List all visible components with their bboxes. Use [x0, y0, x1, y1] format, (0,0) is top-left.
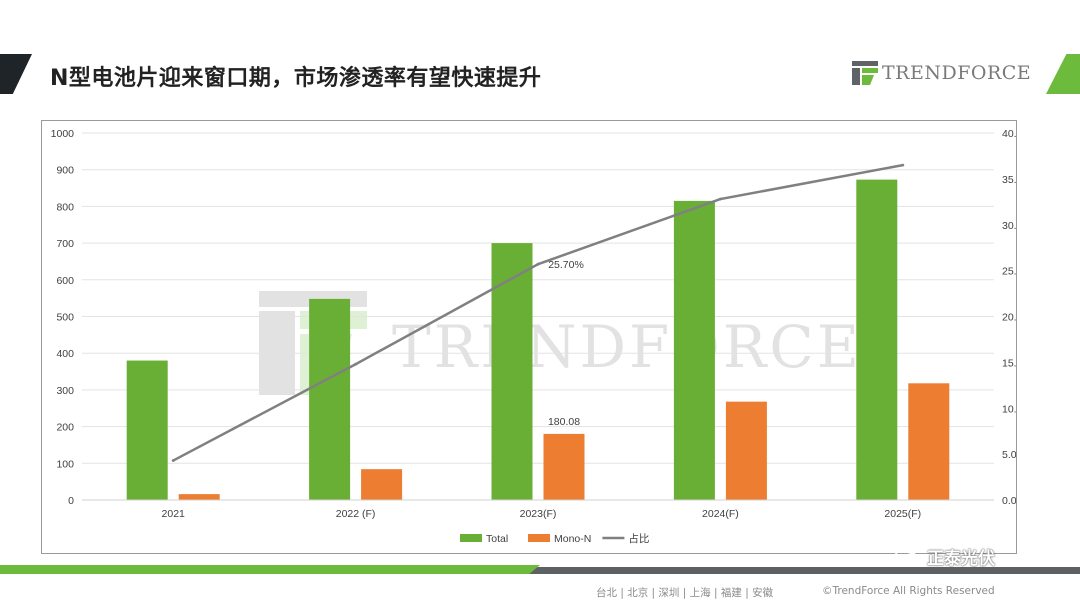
footer-band — [0, 567, 1080, 574]
trendforce-logo: TRENDFORCE — [852, 60, 1031, 86]
legend-item-share: 占比 — [602, 532, 649, 545]
y-tick-label: 700 — [56, 238, 74, 250]
line-point-2021 — [171, 459, 175, 462]
y2-tick-label: 15.00% — [1002, 357, 1016, 369]
y2-tick-label: 35.00% — [1002, 174, 1016, 186]
x-tick-label: 2022 (F) — [336, 508, 376, 520]
legend-swatch — [528, 534, 550, 542]
y-tick-label: 0 — [68, 495, 74, 507]
bar-mono-n-2022-f — [361, 469, 403, 500]
y2-tick-label: 25.00% — [1002, 266, 1016, 278]
data-label: 25.70% — [548, 259, 584, 271]
bar-total-2023-f — [491, 243, 533, 500]
y-tick-label: 600 — [56, 275, 74, 287]
trendforce-logo-text: TRENDFORCE — [882, 62, 1032, 84]
bar-total-2021 — [126, 360, 168, 500]
line-point-2025-f — [901, 163, 905, 167]
y-tick-label: 900 — [56, 165, 74, 177]
page-title: N型电池片迎来窗口期，市场渗透率有望快速提升 — [50, 66, 542, 91]
line-point-2022-f — [354, 362, 357, 366]
office-cities: 台北 | 北京 | 深圳 | 上海 | 福建 | 安徽 — [596, 587, 774, 599]
legend-item-total: Total — [460, 533, 508, 545]
line-point-2024-f — [719, 197, 722, 201]
line-point-2023-f — [536, 262, 540, 266]
bar-mono-n-2023-f — [543, 433, 585, 500]
legend-item-mono-n: Mono-N — [528, 533, 591, 545]
svg-text:TRENDFORCE: TRENDFORCE — [392, 313, 862, 381]
y2-tick-label: 0.00% — [1002, 495, 1016, 507]
legend-swatch — [460, 534, 482, 542]
data-label: 180.08 — [548, 416, 580, 428]
chart-container: TRENDFORCE 180.08 25.70% 0 100 200 300 400 500… — [41, 120, 1017, 554]
wechat-label: 正泰光伏 — [927, 549, 995, 569]
combo-chart: TRENDFORCE 180.08 25.70% 0 100 200 300 400 500… — [51, 128, 1016, 545]
y-tick-label: 300 — [56, 385, 74, 397]
bar-total-2024-f — [673, 200, 715, 500]
legend-label: Mono-N — [554, 533, 591, 545]
bar-mono-n-2024-f — [725, 401, 767, 500]
y-tick-label: 400 — [56, 348, 74, 360]
bar-mono-n-2025-f — [908, 383, 950, 500]
bar-mono-n-2021 — [178, 494, 220, 500]
x-tick-label: 2021 — [162, 508, 186, 520]
x-tick-label: 2024(F) — [702, 508, 739, 520]
bar-total-2022-f — [309, 298, 351, 500]
wechat-icon — [895, 546, 921, 567]
legend-label: 占比 — [628, 532, 649, 545]
y2-tick-label: 30.00% — [1002, 220, 1016, 232]
legend-label: Total — [486, 533, 508, 545]
x-tick-label: 2025(F) — [884, 508, 921, 520]
y-tick-label: 200 — [56, 422, 74, 434]
copyright-notice: ©TrendForce All Rights Reserved — [822, 585, 995, 597]
trendforce-logo-icon — [852, 61, 878, 85]
y-tick-label: 500 — [56, 312, 74, 324]
bar-total-2025-f — [856, 179, 898, 500]
header-accent-right — [1046, 54, 1080, 94]
y2-tick-label: 5.00% — [1002, 449, 1016, 461]
footer-accent — [0, 565, 540, 574]
y-tick-label: 800 — [56, 201, 74, 213]
y2-tick-label: 40.00% — [1002, 128, 1016, 140]
y2-tick-label: 10.00% — [1002, 403, 1016, 415]
wechat-watermark: 正泰光伏 — [895, 544, 995, 569]
x-tick-label: 2023(F) — [520, 508, 557, 520]
y-tick-label: 100 — [56, 458, 74, 470]
y-tick-label: 1000 — [51, 128, 75, 140]
header-accent-left — [0, 54, 32, 94]
y2-tick-label: 20.00% — [1002, 312, 1016, 324]
